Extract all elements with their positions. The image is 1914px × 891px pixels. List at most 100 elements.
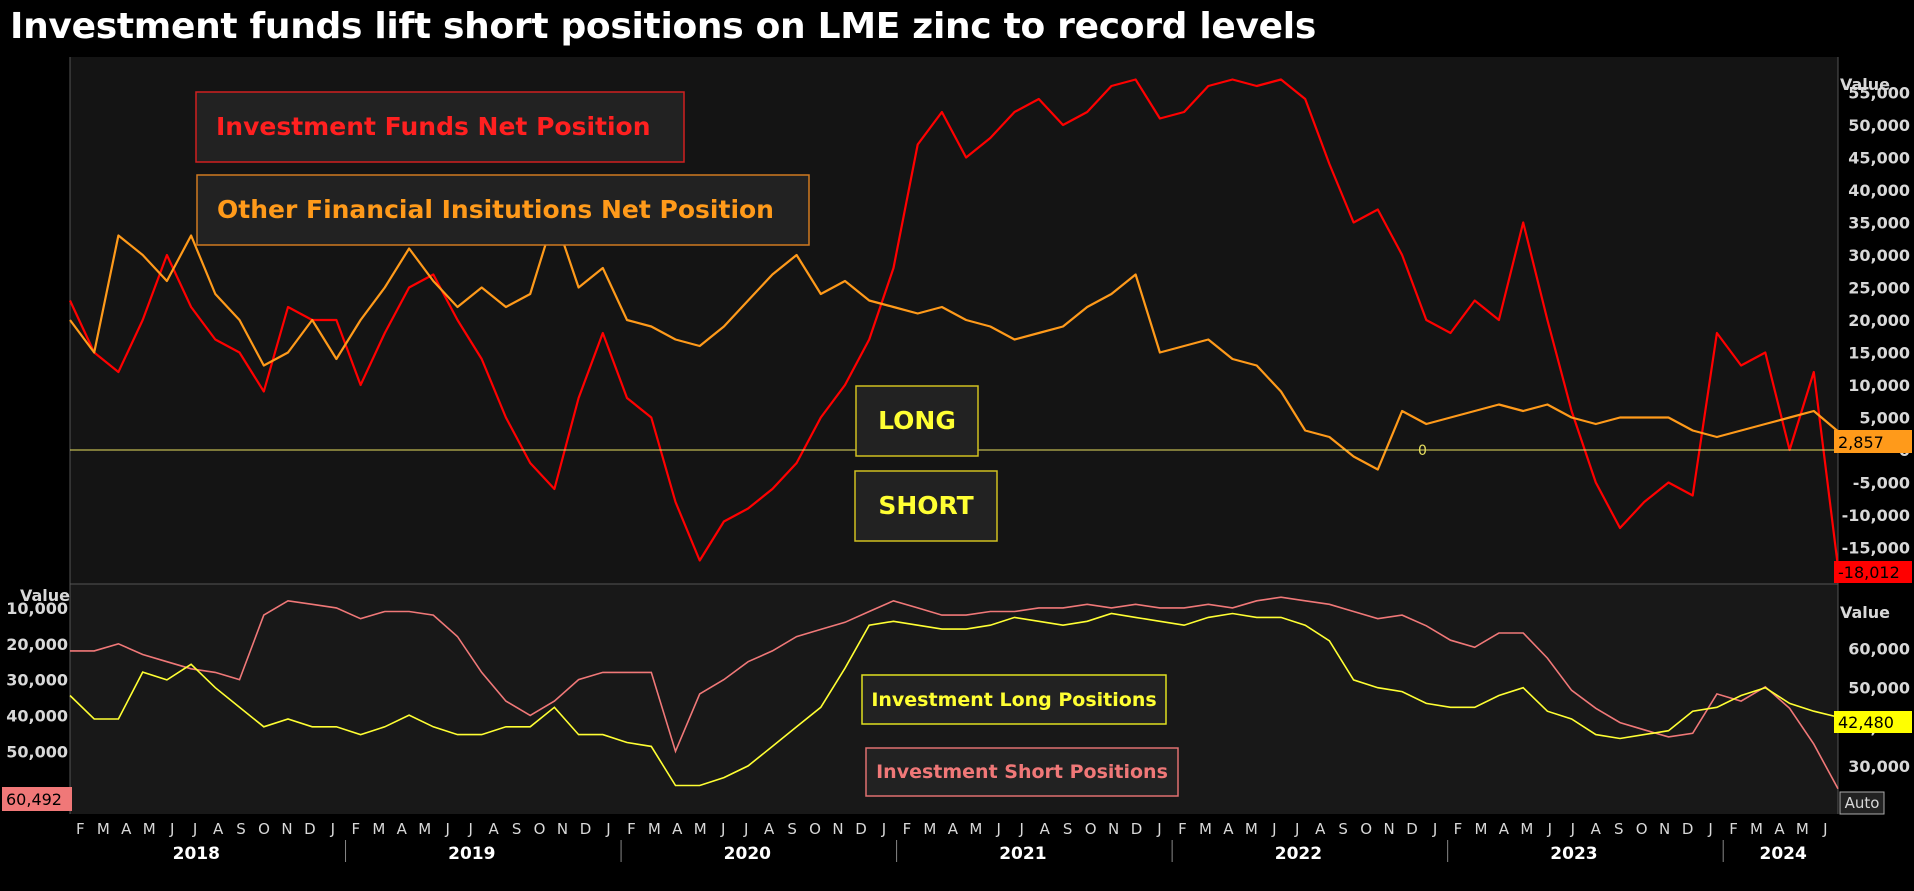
x-year-label: 2021 (999, 844, 1046, 864)
legend-short: Investment Short Positions (865, 747, 1179, 797)
legend-long: Investment Long Positions (861, 674, 1167, 725)
badge-funds: -18,012 (1834, 561, 1912, 583)
short-label: SHORT (878, 491, 973, 520)
x-month-label: F (352, 820, 361, 838)
x-year-label: 2023 (1550, 844, 1597, 864)
x-month-label: S (787, 820, 797, 838)
top-ytick-label: 20,000 (1848, 311, 1910, 330)
bottom-right-y-axis-title: Value (1840, 603, 1890, 622)
x-month-label: M (923, 820, 936, 838)
x-month-label: M (969, 820, 982, 838)
x-month-label: J (1271, 820, 1276, 838)
badge-short-value: 60,492 (6, 790, 62, 809)
x-month-label: A (1591, 820, 1602, 838)
legend-funds: Investment Funds Net Position (195, 91, 685, 163)
x-month-label: M (1199, 820, 1212, 838)
x-month-label: D (1682, 820, 1694, 838)
x-month-label: A (397, 820, 408, 838)
badge-short-bg (2, 787, 72, 811)
badge-other: 2,857 (1834, 430, 1912, 453)
x-month-label: A (1040, 820, 1051, 838)
x-month-label: N (832, 820, 843, 838)
auto-button[interactable]: Auto (1839, 791, 1885, 815)
x-month-label: M (1520, 820, 1533, 838)
x-month-label: J (1547, 820, 1552, 838)
legend-other-label: Other Financial Insitutions Net Position (217, 195, 774, 224)
auto-button-label[interactable]: Auto (1845, 794, 1880, 812)
top-ytick-label: -10,000 (1842, 506, 1910, 525)
top-ytick-label: 55,000 (1848, 84, 1910, 103)
x-month-label: J (996, 820, 1001, 838)
x-month-label: A (488, 820, 499, 838)
x-month-label: O (1360, 820, 1372, 838)
badge-long-bg (1834, 711, 1912, 733)
short-annotation: SHORT (854, 470, 998, 542)
x-year-label: 2022 (1275, 844, 1322, 864)
x-month-label: M (1245, 820, 1258, 838)
legend-long-box (861, 674, 1167, 725)
bottom-left-ytick-label: 20,000 (6, 635, 68, 654)
top-ytick-label: -15,000 (1842, 539, 1910, 558)
bottom-right-ytick-label: 60,000 (1848, 640, 1910, 659)
x-month-label: M (1474, 820, 1487, 838)
x-month-label: J (1570, 820, 1575, 838)
long-annotation: LONG (855, 385, 979, 457)
x-month-label: J (444, 820, 449, 838)
x-month-label: N (1383, 820, 1394, 838)
x-month-label: O (1636, 820, 1648, 838)
x-year-label: 2019 (448, 844, 495, 864)
x-month-label: S (236, 820, 246, 838)
x-year-label: 2024 (1760, 844, 1807, 864)
x-month-label: A (764, 820, 775, 838)
x-month-label: A (1499, 820, 1510, 838)
top-ytick-label: -5,000 (1853, 474, 1910, 493)
x-month-label: M (372, 820, 385, 838)
x-year-label: 2018 (173, 844, 220, 864)
legend-other-box (196, 174, 810, 246)
x-month-label: J (720, 820, 725, 838)
x-month-label: O (534, 820, 546, 838)
x-month-label: M (418, 820, 431, 838)
x-month-label: S (1063, 820, 1073, 838)
x-month-label: A (1774, 820, 1785, 838)
x-month-label: M (694, 820, 707, 838)
x-month-label: A (948, 820, 959, 838)
long-label: LONG (878, 406, 956, 435)
funds-net-line (69, 78, 1840, 568)
long-box (855, 385, 979, 457)
x-month-label: J (467, 820, 472, 838)
top-ytick-label: 10,000 (1848, 376, 1910, 395)
short-box (854, 470, 998, 542)
legend-short-label: Investment Short Positions (876, 761, 1168, 783)
x-month-label: N (281, 820, 292, 838)
long-positions-line (69, 612, 1839, 787)
x-month-label: J (743, 820, 748, 838)
legend-long-label: Investment Long Positions (871, 689, 1156, 711)
badge-short: 60,492 (2, 787, 72, 811)
x-month-label: S (1338, 820, 1348, 838)
legend-funds-box (195, 91, 685, 163)
x-month-label: F (1454, 820, 1463, 838)
bottom-left-y-axis-title: Value (20, 586, 70, 605)
top-series-group (69, 78, 1840, 568)
x-month-label: J (1019, 820, 1024, 838)
x-month-label: F (627, 820, 636, 838)
bottom-right-ytick-label: 30,000 (1848, 757, 1910, 776)
x-month-label: M (1750, 820, 1763, 838)
auto-button-box[interactable] (1839, 791, 1885, 815)
top-ytick-label: 30,000 (1848, 246, 1910, 265)
x-month-label: J (1156, 820, 1161, 838)
top-ytick-label: 45,000 (1848, 149, 1910, 168)
x-month-label: D (580, 820, 592, 838)
x-month-label: A (1315, 820, 1326, 838)
x-month-label: D (1406, 820, 1418, 838)
chart-title: Investment funds lift short positions on… (10, 6, 1316, 47)
x-month-label: M (143, 820, 156, 838)
bottom-left-ytick-label: 40,000 (6, 706, 68, 725)
bottom-left-ytick-label: 30,000 (6, 671, 68, 690)
badge-funds-bg (1834, 561, 1912, 583)
top-y-axis-title: Value (1840, 75, 1890, 94)
badge-funds-value: -18,012 (1838, 563, 1900, 582)
bottom-right-ytick-label: 50,000 (1848, 679, 1910, 698)
